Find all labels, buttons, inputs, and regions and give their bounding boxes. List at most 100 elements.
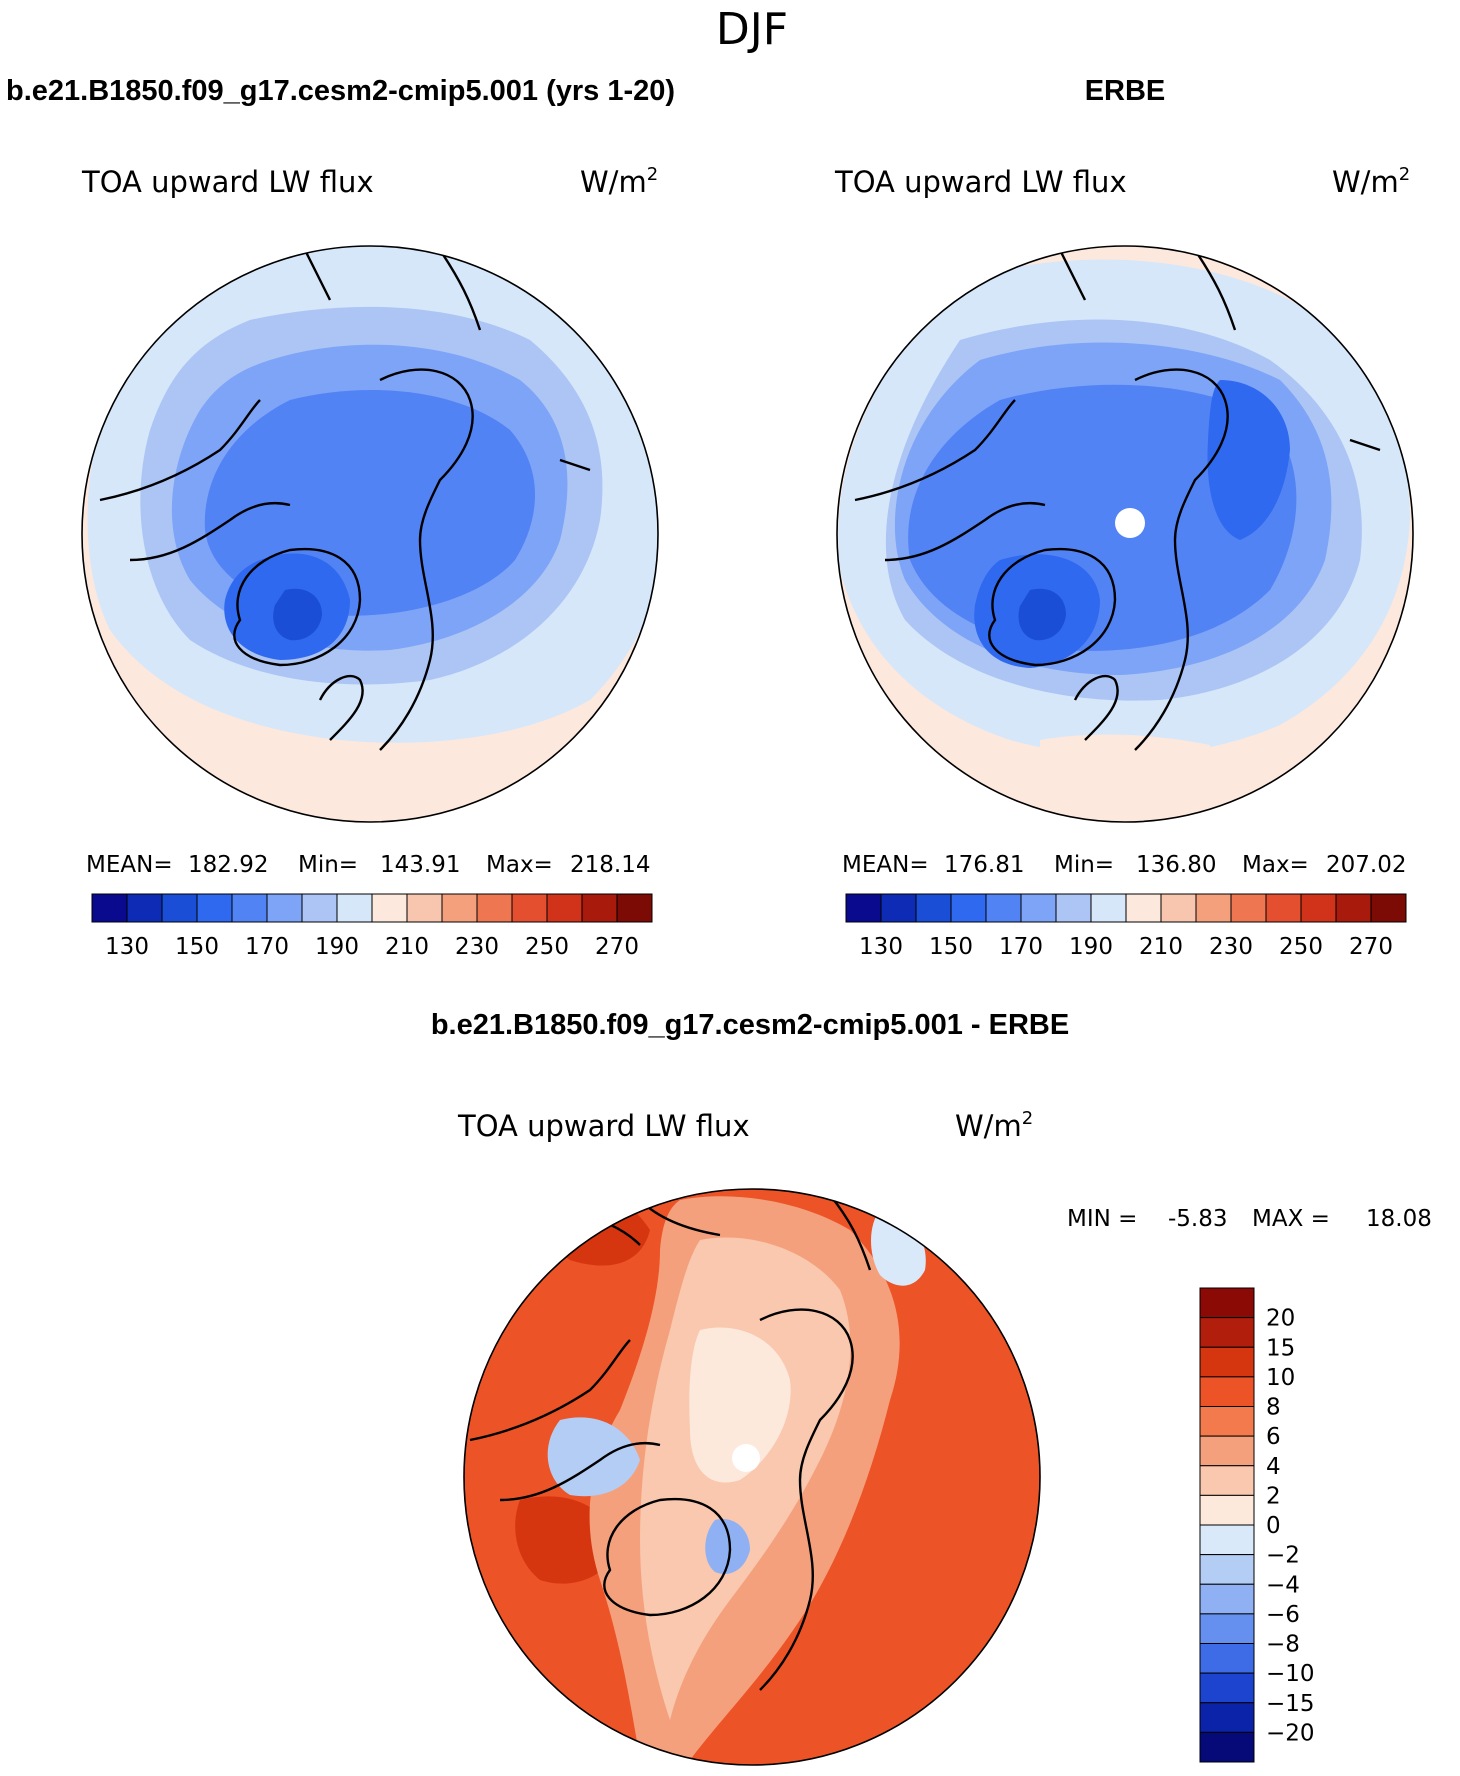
panel-erbe-title: ERBE <box>1085 75 1166 107</box>
panel-model-title: b.e21.B1850.f09_g17.cesm2-cmip5.001 (yrs… <box>6 75 675 107</box>
panel-difference-colorbar-swatch <box>1199 1643 1255 1674</box>
figure-title: DJF <box>716 4 788 55</box>
panel-erbe-colorbar-tick-label: 210 <box>1139 934 1183 960</box>
panel-difference-units: W/m2 <box>955 1108 1033 1143</box>
panel-difference-colorbar-swatch <box>1199 1613 1255 1644</box>
panel-model-colorbar-swatch <box>581 893 618 923</box>
panel-difference-colorbar-swatch <box>1199 1494 1255 1526</box>
panel-erbe-mean: 176.81 <box>944 852 1024 878</box>
panel-model-colorbar-swatch <box>476 893 513 923</box>
panel-model: b.e21.B1850.f09_g17.cesm2-cmip5.001 (yrs… <box>6 75 675 960</box>
panel-difference-colorbar-tick-label: 15 <box>1266 1335 1295 1361</box>
panel-erbe-colorbar-swatch <box>985 893 1022 923</box>
panel-difference-variable: TOA upward LW flux <box>457 1109 750 1143</box>
panel-difference-colorbar-swatch <box>1199 1554 1255 1585</box>
panel-difference-title: b.e21.B1850.f09_g17.cesm2-cmip5.001 - ER… <box>431 1009 1069 1041</box>
panel-model-colorbar-tick-label: 210 <box>385 934 429 960</box>
panel-difference-colorbar-tick-label: 4 <box>1266 1454 1281 1480</box>
panel-erbe-max: 207.02 <box>1326 852 1406 878</box>
panel-difference-colorbar-swatch <box>1199 1465 1255 1496</box>
panel-model-mean: 182.92 <box>188 852 268 878</box>
panel-erbe-min-label: Min= <box>1054 852 1114 878</box>
panel-difference-max-label: MAX = <box>1252 1206 1330 1232</box>
panel-model-colorbar-swatch <box>196 893 233 923</box>
panel-difference-min: -5.83 <box>1168 1206 1228 1232</box>
panel-difference-min-label: MIN = <box>1067 1206 1137 1232</box>
panel-difference-colorbar-swatch <box>1199 1346 1255 1378</box>
panel-erbe-colorbar-tick-label: 250 <box>1279 934 1323 960</box>
panel-difference-map-boundary <box>463 1188 1041 1766</box>
panel-model-colorbar-swatch <box>406 893 443 923</box>
panel-difference-colorbar-tick-label: −8 <box>1266 1632 1300 1658</box>
panel-erbe-variable: TOA upward LW flux <box>834 165 1127 199</box>
panel-difference-colorbar-tick-label: −2 <box>1266 1543 1300 1569</box>
panel-difference: b.e21.B1850.f09_g17.cesm2-cmip5.001 - ER… <box>431 1009 1432 1766</box>
panel-model-map-boundary <box>81 245 659 823</box>
panel-erbe-colorbar-swatch <box>845 893 882 923</box>
panel-model-colorbar-swatch <box>301 893 338 923</box>
panel-model-colorbar-swatch <box>91 893 128 923</box>
panel-model-stats: MEAN= 182.92 Min= 143.91 Max= 218.14 <box>86 852 650 878</box>
panel-difference-max: 18.08 <box>1366 1206 1432 1232</box>
panel-model-units: W/m2 <box>580 164 658 199</box>
panel-model-colorbar-swatch <box>616 893 653 923</box>
panel-erbe: ERBE TOA upward LW flux W/m2 MEAN= <box>834 75 1414 960</box>
panel-model-colorbar: 130 150 170 190 210 230 250 270 <box>91 893 653 960</box>
panel-difference-stats: MIN = -5.83 MAX = 18.08 <box>1067 1206 1432 1232</box>
panel-difference-colorbar-tick-label: −20 <box>1266 1720 1315 1746</box>
panel-difference-colorbar-tick-label: −4 <box>1266 1572 1300 1598</box>
panel-difference-colorbar-tick-label: −10 <box>1266 1661 1315 1687</box>
panel-model-colorbar-tick-label: 150 <box>175 934 219 960</box>
panel-erbe-colorbar-tick-label: 170 <box>999 934 1043 960</box>
panel-difference-colorbar-tick-label: −15 <box>1266 1691 1315 1717</box>
panel-erbe-pole-gap <box>1115 508 1145 538</box>
panel-erbe-colorbar-swatch <box>1125 893 1162 923</box>
panel-model-colorbar-swatch <box>371 893 408 923</box>
panel-erbe-colorbar-swatch <box>1160 893 1197 923</box>
panel-erbe-colorbar-tick-label: 270 <box>1349 934 1393 960</box>
panel-difference-colorbar-tick-label: 20 <box>1266 1306 1295 1332</box>
panel-difference-colorbar-swatch <box>1199 1524 1255 1556</box>
panel-model-colorbar-tick-label: 190 <box>315 934 359 960</box>
panel-difference-colorbar-swatch <box>1199 1583 1255 1615</box>
panel-model-colorbar-swatch <box>511 893 548 923</box>
panel-erbe-colorbar-swatch <box>1020 893 1057 923</box>
panel-difference-colorbar-swatch <box>1199 1435 1255 1467</box>
panel-model-colorbar-tick-label: 250 <box>525 934 569 960</box>
panel-difference-colorbar-tick-label: 2 <box>1266 1483 1281 1509</box>
panel-model-variable: TOA upward LW flux <box>81 165 374 199</box>
panel-difference-colorbar-swatch <box>1199 1731 1255 1763</box>
panel-erbe-stats: MEAN= 176.81 Min= 136.80 Max= 207.02 <box>842 852 1406 878</box>
panel-difference-colorbar-tick-label: −6 <box>1266 1602 1300 1628</box>
panel-model-map <box>82 246 658 822</box>
panel-difference-colorbar-tick-label: 10 <box>1266 1365 1295 1391</box>
panel-model-mean-label: MEAN= <box>86 852 173 878</box>
panel-erbe-colorbar-swatch <box>1230 893 1267 923</box>
panel-erbe-colorbar-tick-label: 190 <box>1069 934 1113 960</box>
panel-difference-colorbar-swatch <box>1199 1287 1255 1319</box>
panel-model-colorbar-swatch <box>126 893 163 923</box>
panel-erbe-map <box>837 246 1413 822</box>
panel-erbe-colorbar-tick-label: 130 <box>859 934 903 960</box>
panel-erbe-colorbar-swatch <box>880 893 917 923</box>
panel-erbe-mean-label: MEAN= <box>842 852 929 878</box>
panel-erbe-map-boundary <box>836 245 1414 823</box>
panel-erbe-max-label: Max= <box>1242 852 1309 878</box>
panel-model-colorbar-swatch <box>231 893 268 923</box>
panel-model-colorbar-tick-label: 270 <box>595 934 639 960</box>
panel-erbe-colorbar-swatch <box>1370 893 1407 923</box>
panel-difference-colorbar-swatch <box>1199 1317 1255 1348</box>
panel-erbe-units: W/m2 <box>1332 164 1410 199</box>
panel-difference-colorbar-tick-label: 8 <box>1266 1395 1281 1421</box>
panel-model-colorbar-tick-label: 130 <box>105 934 149 960</box>
panel-difference-colorbar-swatch <box>1199 1406 1255 1437</box>
panel-model-colorbar-tick-label: 230 <box>455 934 499 960</box>
panel-difference-colorbar-swatch <box>1199 1376 1255 1407</box>
panel-erbe-colorbar-swatch <box>1195 893 1232 923</box>
panel-difference-colorbar-swatch <box>1199 1672 1255 1704</box>
panel-difference-map <box>464 1189 1040 1765</box>
panel-erbe-colorbar-tick-label: 150 <box>929 934 973 960</box>
panel-model-colorbar-swatch <box>336 893 373 923</box>
panel-model-colorbar-swatch <box>161 893 198 923</box>
